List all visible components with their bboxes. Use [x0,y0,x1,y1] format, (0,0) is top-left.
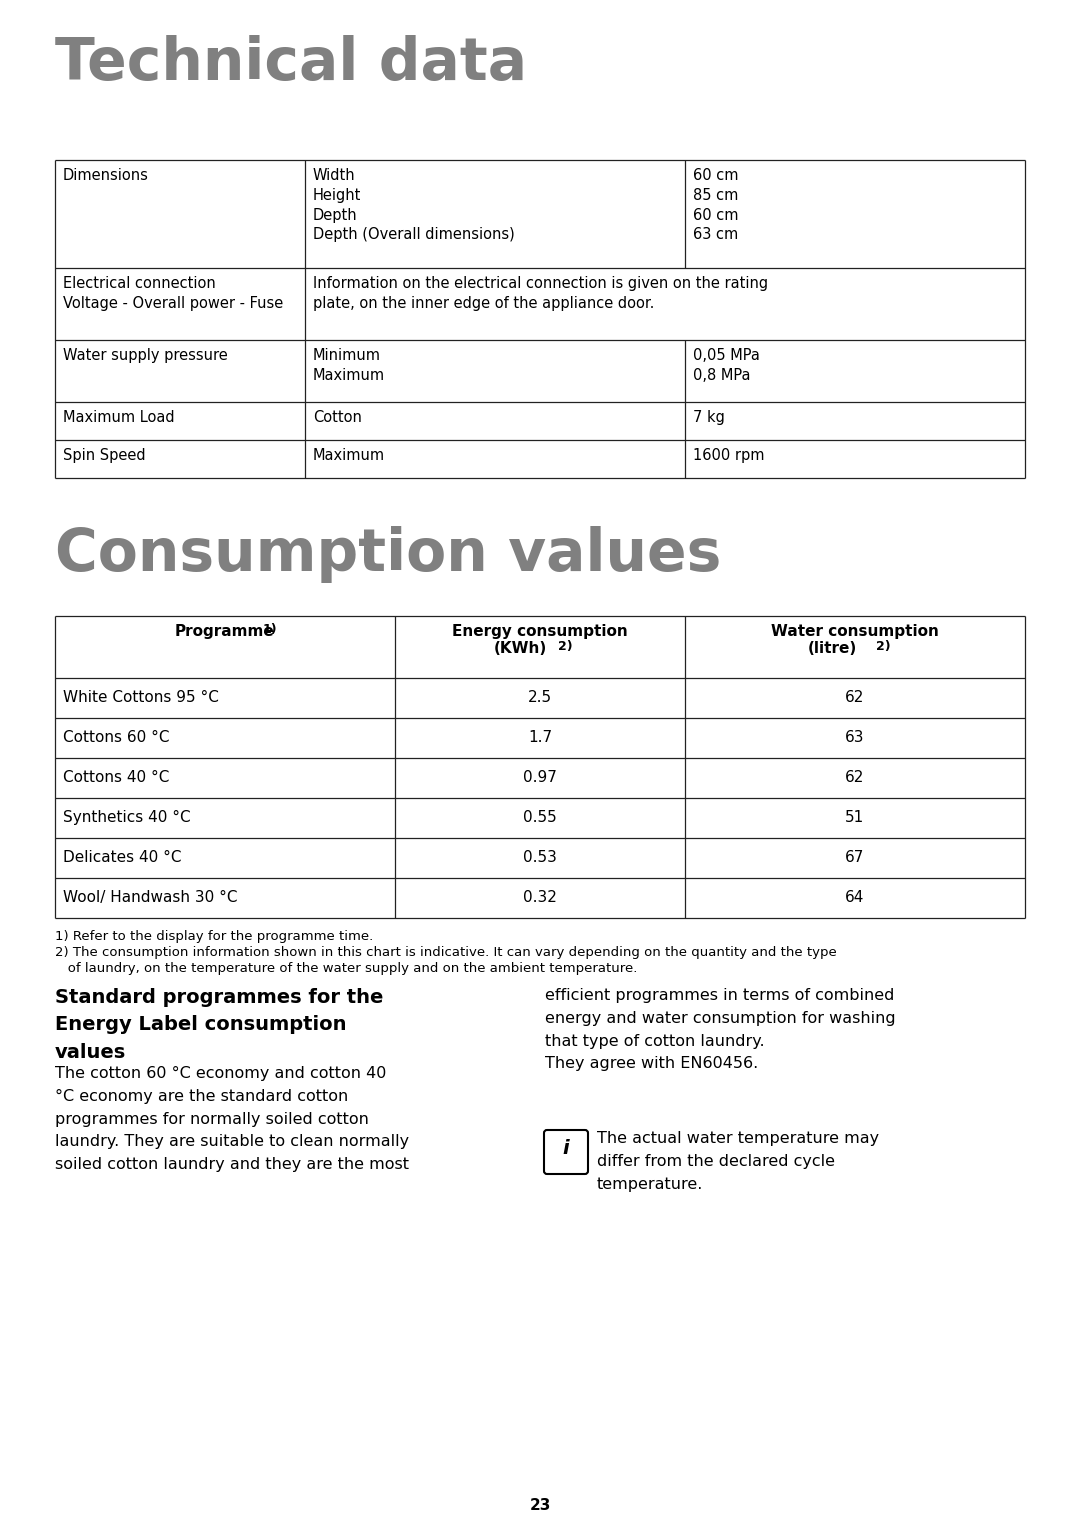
Text: 0.97: 0.97 [523,771,557,784]
Text: 0.55: 0.55 [523,810,557,826]
Text: Synthetics 40 °C: Synthetics 40 °C [63,810,191,826]
Text: 64: 64 [846,890,865,905]
Text: 2) The consumption information shown in this chart is indicative. It can vary de: 2) The consumption information shown in … [55,946,837,959]
Text: 1.7: 1.7 [528,729,552,745]
Text: Water consumption: Water consumption [771,624,939,639]
Text: 0.53: 0.53 [523,850,557,865]
Text: i: i [563,1139,569,1157]
Text: The cotton 60 °C economy and cotton 40
°C economy are the standard cotton
progra: The cotton 60 °C economy and cotton 40 °… [55,1066,409,1173]
FancyBboxPatch shape [544,1130,588,1174]
Text: Wool/ Handwash 30 °C: Wool/ Handwash 30 °C [63,890,238,905]
Text: Width
Height
Depth
Depth (Overall dimensions): Width Height Depth Depth (Overall dimens… [313,168,515,243]
Text: Energy consumption: Energy consumption [453,624,627,639]
Text: Maximum: Maximum [313,448,386,463]
Text: Cottons 40 °C: Cottons 40 °C [63,771,170,784]
Text: 63: 63 [846,729,865,745]
Text: Technical data: Technical data [55,35,527,92]
Text: Water supply pressure: Water supply pressure [63,349,228,362]
Text: 1): 1) [264,622,278,636]
Text: Information on the electrical connection is given on the rating
plate, on the in: Information on the electrical connection… [313,277,768,310]
Text: 2): 2) [876,641,891,653]
Text: 2): 2) [558,641,572,653]
Text: (litre): (litre) [808,641,856,656]
Text: White Cottons 95 °C: White Cottons 95 °C [63,690,219,705]
Text: 2.5: 2.5 [528,690,552,705]
Text: The actual water temperature may
differ from the declared cycle
temperature.: The actual water temperature may differ … [597,1131,879,1191]
Text: Maximum Load: Maximum Load [63,410,175,425]
Text: Standard programmes for the
Energy Label consumption
values: Standard programmes for the Energy Label… [55,988,383,1061]
Text: 1) Refer to the display for the programme time.: 1) Refer to the display for the programm… [55,930,374,943]
Text: (KWh): (KWh) [494,641,546,656]
Text: Cottons 60 °C: Cottons 60 °C [63,729,170,745]
Text: 0,05 MPa
0,8 MPa: 0,05 MPa 0,8 MPa [693,349,760,382]
Text: 7 kg: 7 kg [693,410,725,425]
Text: 0.32: 0.32 [523,890,557,905]
Text: 1600 rpm: 1600 rpm [693,448,765,463]
Text: efficient programmes in terms of combined
energy and water consumption for washi: efficient programmes in terms of combine… [545,988,895,1072]
Text: Electrical connection
Voltage - Overall power - Fuse: Electrical connection Voltage - Overall … [63,277,283,310]
Text: 60 cm
85 cm
60 cm
63 cm: 60 cm 85 cm 60 cm 63 cm [693,168,739,243]
Text: Cotton: Cotton [313,410,362,425]
Text: 62: 62 [846,771,865,784]
Text: 62: 62 [846,690,865,705]
Text: 67: 67 [846,850,865,865]
Text: Dimensions: Dimensions [63,168,149,183]
Text: Spin Speed: Spin Speed [63,448,146,463]
Text: 23: 23 [529,1498,551,1514]
Text: Minimum
Maximum: Minimum Maximum [313,349,386,382]
Text: of laundry, on the temperature of the water supply and on the ambient temperatur: of laundry, on the temperature of the wa… [55,962,637,976]
Text: 51: 51 [846,810,865,826]
Text: Delicates 40 °C: Delicates 40 °C [63,850,181,865]
Text: Consumption values: Consumption values [55,526,721,583]
Text: Programme: Programme [175,624,275,639]
